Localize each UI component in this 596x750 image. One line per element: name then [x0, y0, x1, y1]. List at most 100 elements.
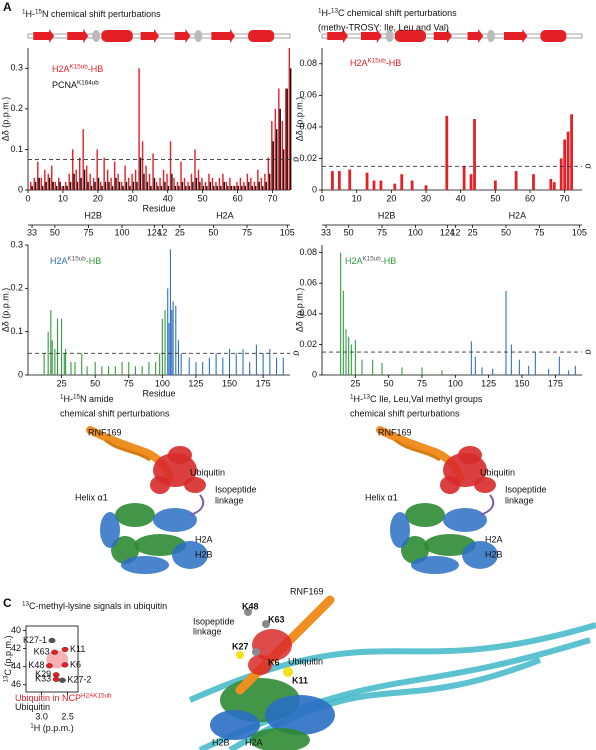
bar [50, 310, 52, 375]
structure-label: H2B [195, 549, 213, 559]
bar [230, 185, 233, 190]
bar [283, 149, 285, 190]
bar [180, 161, 182, 190]
bar [548, 368, 550, 375]
bar [101, 185, 103, 190]
bar [166, 173, 168, 190]
bar [244, 185, 246, 190]
y-tick-label: 46 [11, 679, 21, 689]
threshold-label: σ [292, 351, 302, 357]
beta-strand [327, 29, 348, 43]
top-axis-tick-label: 50 [50, 227, 60, 237]
histone [250, 728, 310, 750]
bar [121, 362, 123, 375]
complex-label: H2A [245, 737, 263, 747]
top-axis-tick-label: 25 [175, 227, 185, 237]
peak [52, 676, 60, 682]
bar [97, 177, 100, 190]
top-axis-tick-label: 75 [534, 227, 544, 237]
bar [164, 181, 166, 190]
peak-label: K63 [34, 647, 50, 657]
bar [236, 181, 238, 190]
complex-label: K63 [268, 614, 285, 624]
bar [223, 181, 226, 190]
complex-label: H2B [212, 737, 230, 747]
y-tick-label: 0.08 [299, 58, 317, 68]
ubiquitin [248, 655, 272, 675]
complex-label: RNF169 [290, 586, 324, 596]
text-part: 13 [22, 600, 30, 607]
peak-label: K33 [35, 674, 51, 684]
bar [81, 353, 83, 375]
peak [52, 672, 60, 678]
top-axis-tick-label: 33 [27, 227, 37, 237]
x-tick-label: 10 [58, 193, 68, 203]
bar [237, 185, 239, 190]
y-tick-label: 0.2 [10, 103, 23, 113]
bar [113, 161, 116, 190]
y-axis-label: Δδ (p.p.m.) [0, 288, 10, 333]
bar [103, 157, 105, 190]
bar [229, 349, 231, 375]
x-tick-label: 20 [93, 193, 103, 203]
helix [248, 30, 275, 42]
top-axis-tick-label: 50 [344, 227, 354, 237]
turn [487, 30, 495, 42]
complex-label: K48 [242, 601, 259, 611]
y-tick-label: 0.1 [10, 326, 23, 336]
y-tick-label: 0 [312, 184, 317, 194]
bar [101, 366, 103, 375]
bar [348, 336, 350, 375]
bar [393, 183, 397, 190]
bar [354, 339, 356, 375]
threshold-label: σ [584, 164, 594, 170]
bar [195, 362, 197, 375]
bar [31, 185, 33, 190]
bar [239, 177, 242, 190]
bar [534, 352, 536, 375]
bar [176, 181, 179, 190]
bar [43, 353, 45, 375]
x-tick-label: 25 [350, 378, 360, 388]
lysine [252, 648, 260, 656]
bar [132, 181, 135, 190]
bar [381, 362, 383, 375]
bar [265, 181, 267, 190]
bar [361, 359, 363, 375]
y-tick-label: 40 [11, 625, 21, 635]
text-part: K15ub [368, 57, 387, 64]
ubiquitin [474, 477, 496, 493]
histone [265, 695, 335, 735]
bar [255, 344, 257, 375]
bar [202, 362, 204, 375]
top-axis-tick-label: 75 [242, 227, 252, 237]
bar [169, 141, 172, 190]
x-tick-label: 60 [525, 193, 535, 203]
y-tick-label: 0.3 [10, 63, 23, 73]
text-part: C (p.p.m.) [3, 635, 13, 675]
bar [65, 181, 67, 190]
bar [250, 177, 252, 190]
x-tick-label: 30 [421, 193, 431, 203]
complex-label: Isopeptide [193, 616, 235, 626]
h2b [401, 536, 429, 564]
y-axis-label: 13C (p.p.m.) [2, 635, 13, 682]
bar [172, 301, 174, 375]
x-tick-label: 175 [256, 378, 271, 388]
bar [178, 185, 180, 190]
beta-strand [433, 29, 452, 43]
x-axis-label: Residue [142, 203, 175, 213]
text-part: 1 [350, 393, 354, 400]
bar [125, 181, 128, 190]
bar [82, 129, 84, 190]
bar [51, 165, 53, 190]
beta-strand [33, 29, 55, 43]
bar [30, 181, 32, 190]
bar [51, 340, 53, 375]
top-axis-tick-label: 50 [208, 227, 218, 237]
bar [38, 177, 40, 190]
bar [127, 177, 130, 190]
structure [86, 426, 208, 574]
bar [552, 182, 556, 190]
top-axis-tick-label: 25 [468, 227, 478, 237]
